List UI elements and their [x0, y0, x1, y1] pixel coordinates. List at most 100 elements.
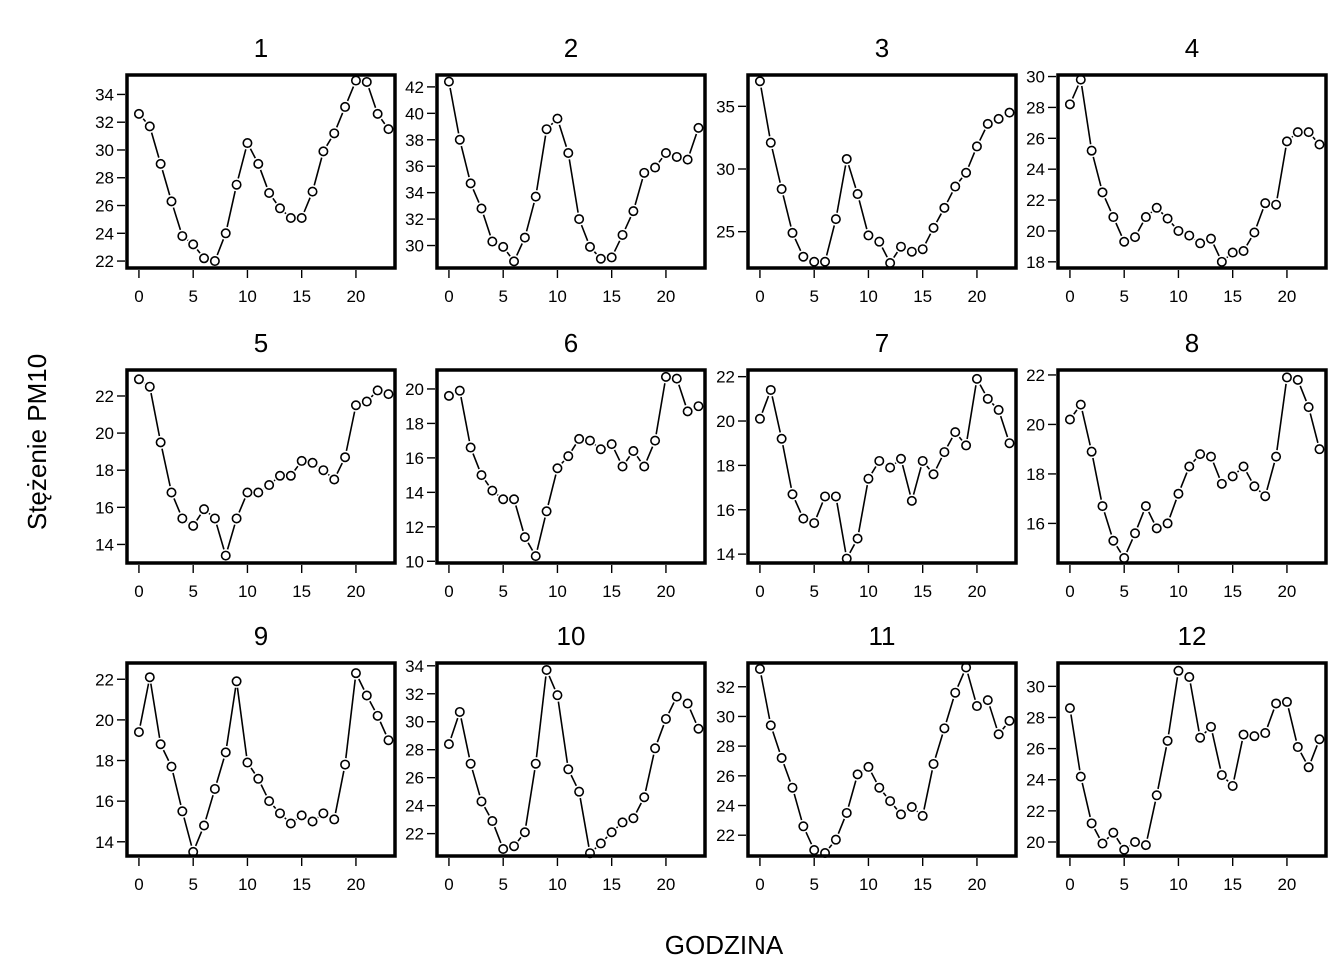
series-line-segment: [782, 444, 793, 489]
x-tick-label: 20: [967, 875, 986, 894]
data-point: [340, 101, 351, 112]
data-point: [209, 256, 220, 267]
x-tick-label: 15: [292, 582, 311, 601]
series-line-segment: [336, 462, 343, 474]
data-point: [209, 513, 220, 524]
y-tick-label: 30: [405, 237, 424, 256]
data-point: [971, 141, 982, 152]
data-point: [993, 729, 1004, 740]
series-line-segment: [825, 225, 836, 256]
series-line-segment: [1266, 709, 1275, 728]
series-line-segment: [550, 122, 554, 126]
data-point: [671, 151, 682, 162]
series-line-segment: [783, 763, 792, 782]
y-tick-label: 18: [1026, 253, 1045, 272]
series-line-segment: [1137, 222, 1144, 232]
x-tick-label: 15: [602, 287, 621, 306]
data-point: [639, 792, 650, 803]
data-point: [950, 427, 961, 438]
series-line-segment: [472, 453, 480, 470]
data-point: [874, 455, 885, 466]
series-line-segment: [1233, 740, 1243, 780]
data-point: [950, 687, 961, 698]
x-tick-label: 15: [913, 875, 932, 894]
data-point: [1195, 238, 1206, 249]
x-tick-label: 10: [548, 287, 567, 306]
data-point: [982, 118, 993, 129]
y-tick-label: 18: [95, 752, 114, 771]
data-point: [1119, 553, 1130, 564]
data-point: [1303, 762, 1314, 773]
data-point: [285, 818, 296, 829]
series-line-segment: [658, 157, 663, 163]
series-line-segment: [215, 524, 225, 550]
data-point: [628, 445, 639, 456]
y-tick-label: 20: [405, 380, 424, 399]
data-point: [155, 437, 166, 448]
y-tick-label: 16: [95, 498, 114, 517]
panel-4: 4 0 5 10 15 20 18 20 22 24 26 28 30: [1026, 33, 1328, 306]
data-point: [383, 389, 394, 400]
series-line-segment: [871, 466, 877, 474]
series-line-segment: [358, 678, 365, 691]
series-line-segment: [370, 394, 374, 398]
x-tick-label: 5: [188, 875, 197, 894]
series-line-segment: [547, 474, 557, 506]
data-point: [841, 153, 852, 164]
data-point: [476, 470, 487, 481]
data-point: [906, 246, 917, 257]
data-point: [209, 783, 220, 794]
data-point: [671, 691, 682, 702]
panel-title: 12: [1178, 621, 1207, 651]
data-point: [552, 463, 563, 474]
data-point: [476, 203, 487, 214]
panel-frame: [746, 73, 1018, 270]
series-line-segment: [593, 251, 598, 255]
data-point: [264, 796, 275, 807]
data-point: [830, 214, 841, 225]
x-tick-label: 20: [346, 875, 365, 894]
x-tick-label: 15: [1223, 875, 1242, 894]
series-line-segment: [926, 465, 931, 470]
data-point: [177, 231, 188, 242]
data-point: [274, 203, 285, 214]
series-line-segment: [946, 191, 954, 203]
series-line-segment: [161, 448, 171, 487]
data-point: [1314, 139, 1325, 150]
data-point: [253, 158, 264, 169]
data-point: [443, 390, 454, 401]
data-point: [253, 487, 264, 498]
data-point: [928, 222, 939, 233]
series-line-segment: [483, 806, 490, 816]
data-point: [693, 723, 704, 734]
y-tick-label: 30: [95, 141, 114, 160]
series-line-segment: [870, 772, 877, 783]
x-tick-label: 10: [548, 582, 567, 601]
data-point: [530, 191, 541, 202]
data-point: [1303, 402, 1314, 413]
data-point: [798, 821, 809, 832]
series-line-segment: [460, 396, 471, 442]
data-point: [372, 108, 383, 119]
panel-frame: [746, 368, 1018, 565]
series-line-segment: [1310, 745, 1318, 762]
series-line-segment: [535, 676, 547, 758]
series-line-segment: [1300, 752, 1307, 762]
data-point: [383, 735, 394, 746]
x-tick-label: 15: [1223, 582, 1242, 601]
y-tick-label: 30: [716, 160, 735, 179]
data-point: [1173, 488, 1184, 499]
series-line-segment: [1171, 222, 1175, 227]
panel-title: 10: [557, 621, 586, 651]
series-line-segment: [527, 542, 534, 551]
y-tick-label: 35: [716, 97, 735, 116]
series-line-segment: [1236, 470, 1240, 473]
y-tick-label: 20: [1026, 833, 1045, 852]
series-line-segment: [793, 793, 803, 821]
series-line-segment: [836, 502, 847, 553]
series-line-segment: [1169, 499, 1177, 518]
data-point: [917, 244, 928, 255]
series-line-segment: [1148, 511, 1155, 523]
data-point: [231, 676, 242, 687]
